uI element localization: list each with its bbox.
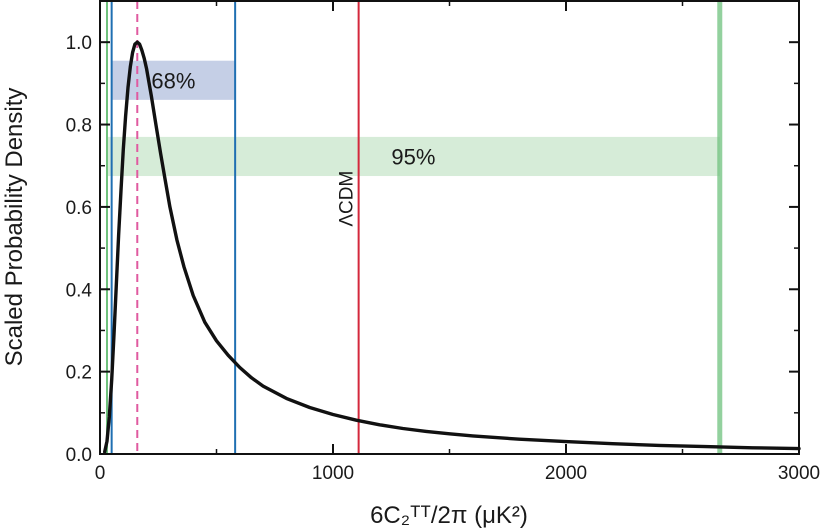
x-tick-label-1: 1000 — [312, 463, 354, 484]
series-group — [102, 40, 801, 454]
data-point-0-10 — [127, 87, 128, 88]
data-point-0-32 — [263, 385, 264, 386]
y-tick-label-4: 0.8 — [66, 116, 92, 137]
band-0 — [111, 60, 236, 100]
x-tick-label-3: 3000 — [778, 463, 820, 484]
data-point-0-37 — [379, 424, 380, 425]
data-point-0-30 — [239, 367, 240, 368]
band-label-0: 68% — [151, 68, 195, 93]
data-point-0-12 — [132, 52, 133, 53]
data-point-0-23 — [169, 206, 170, 207]
band-label-1: 95% — [391, 144, 435, 169]
y-tick-label-5: 1.0 — [66, 33, 92, 54]
y-tick-label-1: 0.2 — [66, 363, 92, 384]
data-point-0-2 — [109, 416, 110, 417]
data-point-0-36 — [356, 420, 357, 421]
data-point-0-35 — [332, 414, 333, 415]
band-1 — [106, 136, 720, 177]
data-point-0-13 — [134, 44, 135, 45]
series-line-0 — [102, 40, 801, 454]
plot-frame — [99, 0, 800, 455]
data-point-0-18 — [146, 68, 147, 69]
data-point-0-6 — [118, 235, 119, 236]
data-point-0-0 — [104, 451, 105, 452]
tick-labels: 0 1000 2000 3000 0.0 0.2 0.4 0.6 0.8 1.0 — [66, 33, 821, 484]
data-point-0-34 — [309, 407, 310, 408]
data-point-0-40 — [449, 433, 450, 434]
data-point-0-22 — [165, 180, 166, 181]
line-labels: ΛCDM — [337, 171, 358, 227]
data-point-0-4 — [113, 334, 114, 335]
data-point-0-44 — [612, 443, 613, 444]
data-point-0-3 — [111, 379, 112, 380]
reference-lines — [105, 1, 723, 454]
data-point-0-38 — [402, 428, 403, 429]
data-point-0-20 — [155, 124, 156, 125]
data-point-0-5 — [116, 285, 117, 286]
data-point-0-7 — [120, 190, 121, 191]
data-point-0-14 — [137, 42, 138, 43]
data-point-0-27 — [204, 322, 205, 323]
data-point-0-19 — [151, 95, 152, 96]
data-point-0-16 — [141, 50, 142, 51]
y-tick-label-2: 0.4 — [66, 280, 93, 301]
data-point-0-15 — [139, 44, 140, 45]
vline-label-3: ΛCDM — [337, 171, 358, 227]
y-axis-title: Scaled Probability Density — [1, 88, 28, 367]
data-point-0-33 — [286, 398, 287, 399]
data-point-0-9 — [125, 116, 126, 117]
data-point-0-43 — [565, 441, 566, 442]
y-tick-label-3: 0.6 — [66, 198, 92, 219]
data-point-0-21 — [160, 153, 161, 154]
confidence-bands — [106, 60, 720, 177]
x-tick-label-0: 0 — [95, 463, 106, 484]
band-labels: 68% 95% — [151, 68, 435, 169]
data-point-0-42 — [519, 439, 520, 440]
x-tick-label-2: 2000 — [545, 463, 587, 484]
data-point-0-29 — [228, 355, 229, 356]
data-point-0-11 — [130, 66, 131, 67]
x-axis-title: 6C₂ᵀᵀ/2π (μK²) — [370, 502, 528, 529]
data-point-0-45 — [659, 445, 660, 446]
data-point-0-31 — [251, 377, 252, 378]
data-point-0-46 — [705, 446, 706, 447]
data-point-0-24 — [176, 239, 177, 240]
data-point-0-8 — [123, 149, 124, 150]
data-point-0-25 — [183, 266, 184, 267]
data-point-0-39 — [426, 431, 427, 432]
data-point-0-47 — [752, 447, 753, 448]
data-point-0-28 — [216, 340, 217, 341]
data-point-0-26 — [193, 295, 194, 296]
data-point-0-17 — [144, 58, 145, 59]
data-point-0-1 — [106, 441, 107, 442]
data-point-0-41 — [472, 435, 473, 436]
y-tick-label-0: 0.0 — [66, 445, 92, 466]
